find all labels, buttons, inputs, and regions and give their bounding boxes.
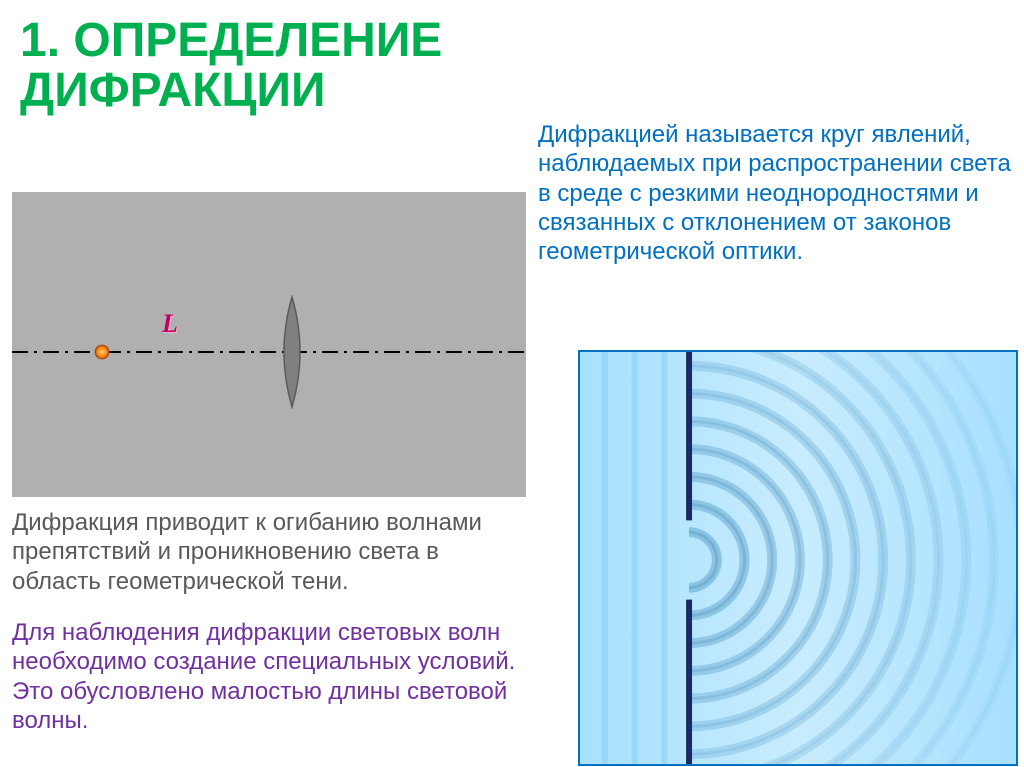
definition-text: Дифракцией называется круг явлений, набл…: [538, 120, 1024, 266]
title-line1: 1. ОПРЕДЕЛЕНИЕ: [20, 14, 442, 67]
title-line2: ДИФРАКЦИИ: [20, 64, 325, 117]
svg-text:L: L: [161, 309, 178, 338]
paragraph-2: Для наблюдения дифракции световых волн н…: [12, 618, 542, 735]
lens-diagram: LL: [12, 192, 526, 497]
wave-diffraction-diagram: [578, 350, 1018, 766]
paragraph-1: Дифракция приводит к огибанию волнами пр…: [12, 508, 526, 596]
